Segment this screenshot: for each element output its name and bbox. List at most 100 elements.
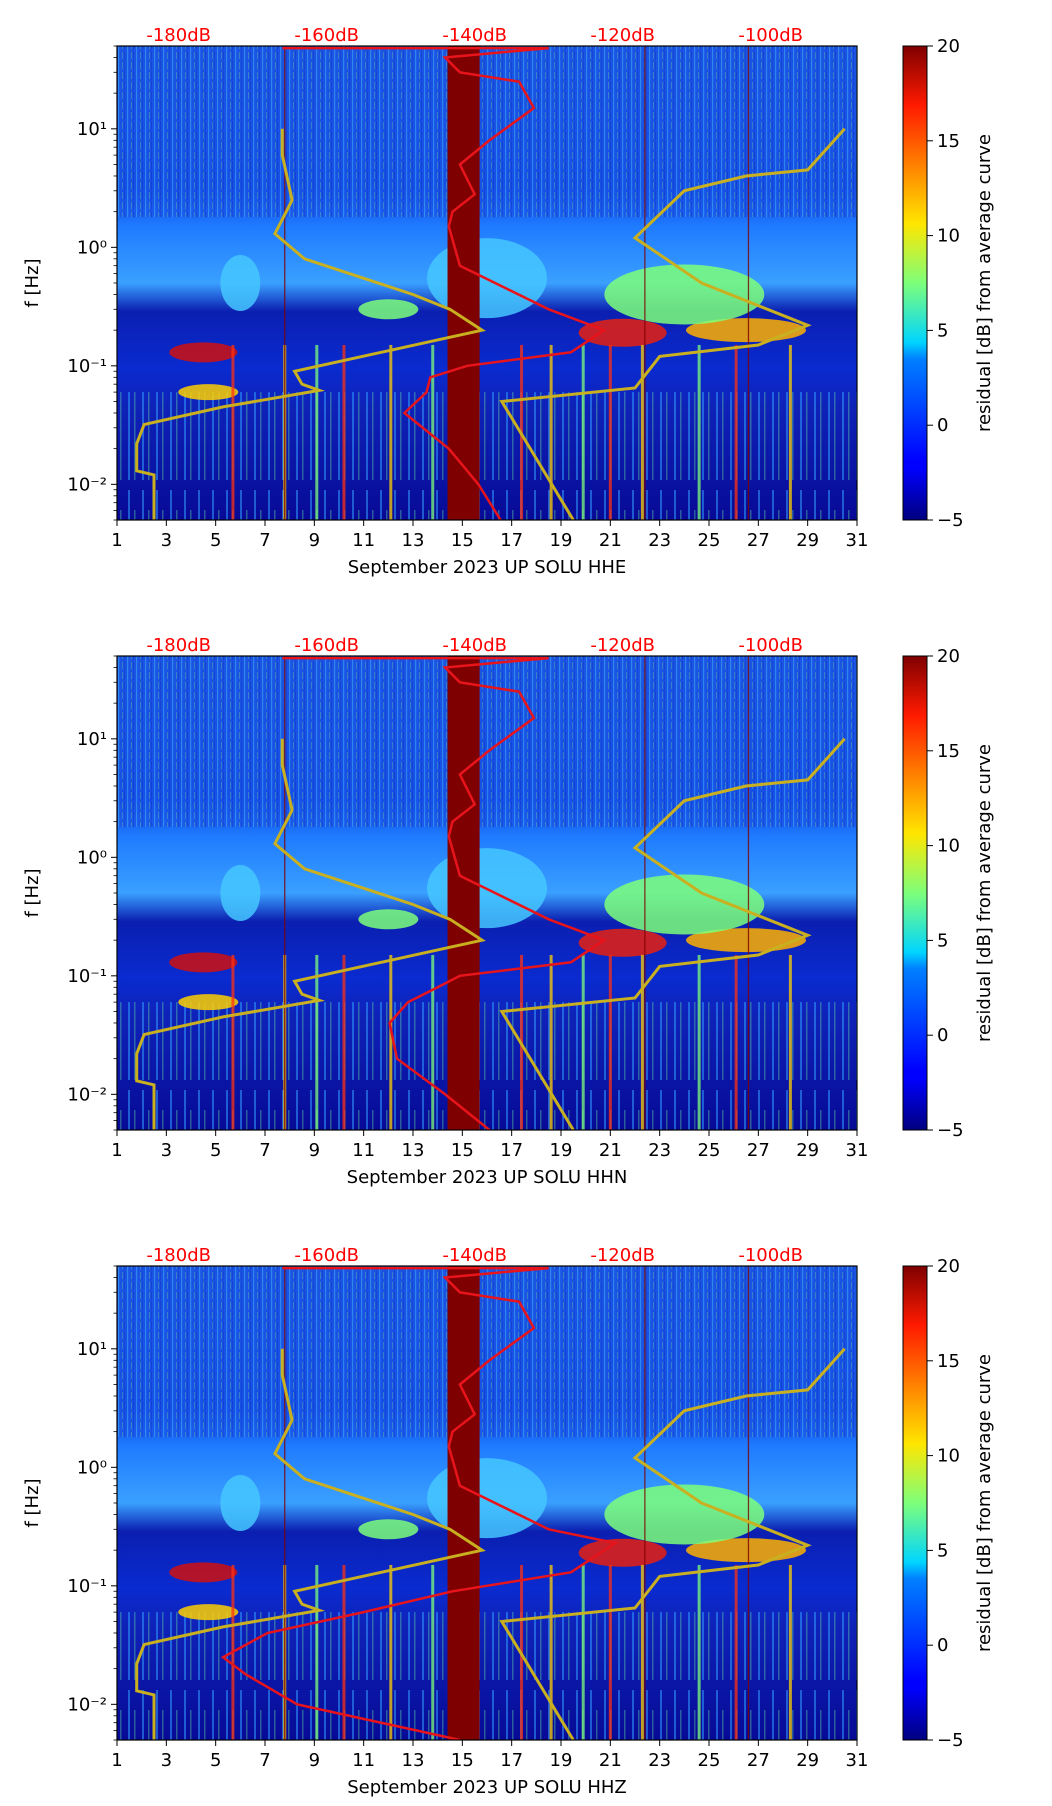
spectrogram-panel-hhe: 1 3 5 7 9 11 13 15 17 19 21 23 25 27 29 3110⁻²10⁻¹10⁰10… <box>22 25 995 578</box>
x-tick-label: 29 <box>796 1140 819 1161</box>
y-tick-label: 10⁻² <box>67 1084 107 1105</box>
x-tick-label: 15 <box>451 1750 474 1771</box>
db-axis-label: -100dB <box>738 635 803 656</box>
y-tick-label: 10⁻¹ <box>67 966 107 987</box>
x-tick-label: 21 <box>599 530 622 551</box>
db-axis-label: -140dB <box>442 635 507 656</box>
colorbar-tick-label: 20 <box>937 646 960 667</box>
colorbar-tick-label: −5 <box>937 510 964 531</box>
db-axis-label: -160dB <box>294 25 359 46</box>
x-tick-label: 25 <box>698 1140 721 1161</box>
x-tick-label: 17 <box>500 1750 523 1771</box>
spectrogram-panel-hhn: 1 3 5 7 9 11 13 15 17 19 21 23 25 27 29 3110⁻²10⁻¹10⁰10… <box>22 635 995 1188</box>
x-tick-label: 17 <box>500 530 523 551</box>
y-tick-label: 10⁰ <box>77 1457 107 1478</box>
colorbar-tick-label: 10 <box>937 226 960 247</box>
db-axis-label: -100dB <box>738 25 803 46</box>
x-tick-label: 21 <box>599 1750 622 1771</box>
x-tick-label: 29 <box>796 1750 819 1771</box>
x-tick-label: 9 <box>309 1140 320 1161</box>
y-tick-label: 10⁻¹ <box>67 1576 107 1597</box>
model-curve-hhz <box>135 1347 846 1740</box>
db-axis-label: -180dB <box>146 635 211 656</box>
x-tick-label: 31 <box>846 530 869 551</box>
x-tick-label: 1 <box>111 1140 122 1161</box>
x-tick-label: 23 <box>648 530 671 551</box>
model-curve-hhe <box>135 127 846 520</box>
db-axis-label: -120dB <box>590 1245 655 1266</box>
x-axis-label: September 2023 UP SOLU HHN <box>347 1167 628 1188</box>
db-axis-label: -140dB <box>442 25 507 46</box>
x-tick-label: 25 <box>698 1750 721 1771</box>
y-tick-label: 10⁻² <box>67 474 107 495</box>
db-axis-label: -160dB <box>294 635 359 656</box>
psd-curve-hhe <box>282 46 607 520</box>
spectrogram-image <box>117 1266 857 1740</box>
colorbar-tick-label: 0 <box>937 415 948 436</box>
colorbar-tick-label: 5 <box>937 320 948 341</box>
x-tick-label: 1 <box>111 530 122 551</box>
x-tick-label: 5 <box>210 1750 221 1771</box>
y-tick-label: 10⁻² <box>67 1694 107 1715</box>
colorbar-tick-label: 0 <box>937 1635 948 1656</box>
y-axis-label: f [Hz] <box>22 1478 43 1527</box>
x-tick-label: 1 <box>111 1750 122 1771</box>
x-tick-label: 31 <box>846 1140 869 1161</box>
spectrogram-image <box>117 46 857 520</box>
x-tick-label: 27 <box>747 1140 770 1161</box>
x-tick-label: 23 <box>648 1750 671 1771</box>
y-tick-label: 10⁰ <box>77 847 107 868</box>
x-tick-label: 29 <box>796 530 819 551</box>
colorbar-tick-label: 20 <box>937 36 960 57</box>
x-tick-label: 31 <box>846 1750 869 1771</box>
x-tick-label: 19 <box>550 1140 573 1161</box>
x-tick-label: 23 <box>648 1140 671 1161</box>
db-axis-label: -160dB <box>294 1245 359 1266</box>
y-tick-label: 10⁻¹ <box>67 356 107 377</box>
x-tick-label: 5 <box>210 1140 221 1161</box>
db-axis-label: -140dB <box>442 1245 507 1266</box>
y-tick-label: 10⁰ <box>77 237 107 258</box>
y-tick-label: 10¹ <box>77 729 107 750</box>
x-tick-label: 5 <box>210 530 221 551</box>
model-curve-hhn <box>135 737 846 1130</box>
colorbar <box>902 1265 928 1741</box>
x-tick-label: 11 <box>352 1140 375 1161</box>
spectrogram-image <box>117 656 857 1130</box>
x-axis-label: September 2023 UP SOLU HHZ <box>347 1777 627 1798</box>
colorbar-tick-label: 5 <box>937 1540 948 1561</box>
colorbar-tick-label: 20 <box>937 1256 960 1277</box>
colorbar-tick-label: 15 <box>937 131 960 152</box>
x-tick-label: 7 <box>259 530 270 551</box>
x-tick-label: 7 <box>259 1750 270 1771</box>
x-tick-label: 19 <box>550 530 573 551</box>
colorbar-tick-label: 10 <box>937 1446 960 1467</box>
x-tick-label: 27 <box>747 1750 770 1771</box>
colorbar-label: residual [dB] from average curve <box>974 1354 995 1652</box>
x-tick-label: 15 <box>451 530 474 551</box>
x-tick-label: 3 <box>161 1750 172 1771</box>
y-axis-label: f [Hz] <box>22 868 43 917</box>
x-axis-label: September 2023 UP SOLU HHE <box>348 557 627 578</box>
colorbar-tick-label: 10 <box>937 836 960 857</box>
psd-curve-hhn <box>282 656 607 1130</box>
y-tick-label: 10¹ <box>77 1339 107 1360</box>
colorbar-tick-label: 15 <box>937 1351 960 1372</box>
db-axis-label: -120dB <box>590 25 655 46</box>
psd-curve-hhz <box>220 1266 619 1740</box>
colorbar-tick-label: 0 <box>937 1025 948 1046</box>
colorbar-tick-label: −5 <box>937 1120 964 1141</box>
colorbar <box>902 45 928 521</box>
x-tick-label: 21 <box>599 1140 622 1161</box>
x-tick-label: 3 <box>161 1140 172 1161</box>
x-tick-label: 9 <box>309 1750 320 1771</box>
colorbar-label: residual [dB] from average curve <box>974 134 995 432</box>
spectrogram-panel-hhz: 1 3 5 7 9 11 13 15 17 19 21 23 25 27 29 3110⁻²10⁻¹10⁰10… <box>22 1245 995 1798</box>
db-axis-label: -120dB <box>590 635 655 656</box>
colorbar-tick-label: −5 <box>937 1730 964 1751</box>
db-axis-label: -180dB <box>146 1245 211 1266</box>
db-axis-label: -180dB <box>146 25 211 46</box>
colorbar-label: residual [dB] from average curve <box>974 744 995 1042</box>
x-tick-label: 17 <box>500 1140 523 1161</box>
x-tick-label: 15 <box>451 1140 474 1161</box>
